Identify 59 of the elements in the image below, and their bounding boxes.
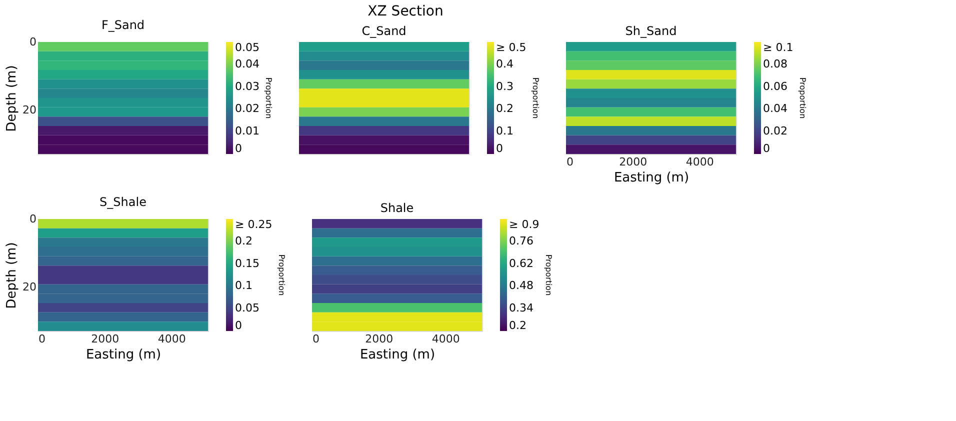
x-axis-title: Easting (m) xyxy=(614,170,690,186)
chart-title: F_Sand xyxy=(101,18,145,32)
y-tick-label: 0 xyxy=(30,212,36,226)
x-tick-label: 2000 xyxy=(365,332,394,346)
color-bar-label: 0.01 xyxy=(235,124,260,138)
color-bar-label: 0.4 xyxy=(496,57,514,70)
color-bar-label: ≥ 0.25 xyxy=(235,218,272,231)
color-bar-label: 0 xyxy=(235,142,242,155)
color-bar-label: 0.05 xyxy=(235,302,260,315)
color-bar-label: 0.2 xyxy=(509,319,526,332)
y-tick-label: 0 xyxy=(30,36,36,48)
color-bar-label: 0.05 xyxy=(235,41,260,54)
chart-title: S_Shale xyxy=(100,195,146,209)
chart-title: C_Sand xyxy=(362,24,406,38)
color-bar-label: 0.3 xyxy=(496,80,514,93)
x-tick-label: 2000 xyxy=(91,332,120,346)
color-bar-label: ≥ 0.1 xyxy=(763,41,794,54)
x-axis-title: Easting (m) xyxy=(86,348,162,362)
y-axis-title: Depth (m) xyxy=(4,242,20,309)
x-tick-label: 0 xyxy=(566,156,574,168)
color-bar-label: 0 xyxy=(763,142,770,155)
color-bar-title: Proportion xyxy=(544,254,553,296)
color-bar-label: 0.03 xyxy=(235,80,260,93)
x-axis-title: Easting (m) xyxy=(360,348,436,362)
x-tick-label: 4000 xyxy=(158,332,186,346)
color-bar-label: 0.06 xyxy=(763,80,788,93)
x-tick-label: 0 xyxy=(38,332,46,346)
color-bar-label: 0.08 xyxy=(763,57,788,70)
color-bar-label: 0 xyxy=(235,319,242,332)
x-tick-label: 4000 xyxy=(686,156,714,168)
color-bar-label: 0.76 xyxy=(509,234,534,248)
color-bar-label: 0.48 xyxy=(509,279,534,292)
color-bar-label: ≥ 0.5 xyxy=(496,41,526,54)
color-bar-label: 0.62 xyxy=(509,256,534,270)
color-bar-label: 0 xyxy=(496,142,503,155)
color-bar-label: 0.02 xyxy=(763,124,788,138)
color-bar-label: 0.04 xyxy=(763,102,788,116)
color-bar-label: 0.1 xyxy=(496,124,514,138)
color-bar-title: Proportion xyxy=(531,77,540,119)
color-bar-title: Proportion xyxy=(798,77,807,119)
color-bar-label: 0.15 xyxy=(235,256,260,270)
x-tick-label: 0 xyxy=(312,332,320,346)
color-bar-label: 0.02 xyxy=(235,102,260,116)
color-bar-label: 0.04 xyxy=(235,57,260,70)
y-axis-title: Depth (m) xyxy=(4,65,20,132)
color-bar-label: 0.2 xyxy=(235,234,252,248)
y-tick-label: 20 xyxy=(22,103,36,116)
chart-title: Shale xyxy=(380,201,414,215)
chart-title: Sh_Sand xyxy=(625,24,677,38)
y-tick-label: 20 xyxy=(22,280,36,294)
color-bar-label: 0.2 xyxy=(496,102,514,116)
color-bar-label: 0.1 xyxy=(235,279,252,292)
text: XZ Section xyxy=(368,4,444,20)
x-tick-label: 2000 xyxy=(619,156,648,168)
x-tick-label: 4000 xyxy=(432,332,460,346)
color-bar-title: Proportion xyxy=(264,77,273,119)
color-bar-label: ≥ 0.9 xyxy=(509,218,540,231)
color-bar-title: Proportion xyxy=(277,254,286,296)
color-bar-label: 0.34 xyxy=(509,302,534,315)
